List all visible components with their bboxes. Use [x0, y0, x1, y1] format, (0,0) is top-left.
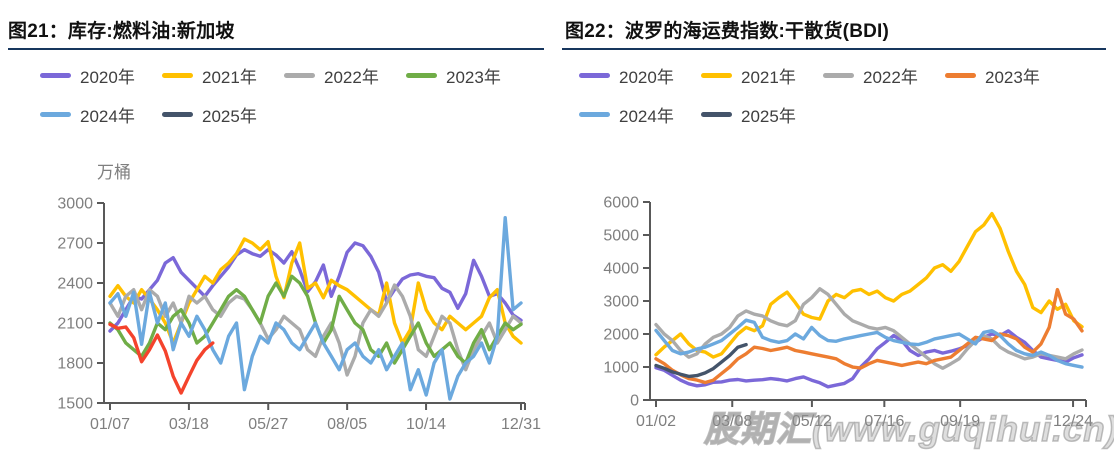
- legend-label: 2022年: [324, 68, 379, 87]
- legend-marker-icon: [406, 73, 437, 78]
- y-tick-label: 1800: [57, 356, 93, 373]
- legend-marker-icon: [579, 112, 610, 117]
- legend-marker-icon: [162, 112, 193, 117]
- series-line-2024年: [654, 318, 1084, 369]
- y-tick-label: 2000: [603, 327, 639, 344]
- legend-marker-icon: [284, 73, 315, 78]
- legend-marker-icon: [701, 112, 732, 117]
- legend-marker-icon: [579, 73, 610, 78]
- legend-item-2025年: 2025年: [701, 101, 823, 128]
- legend-item-2021年: 2021年: [701, 62, 823, 89]
- series-line-2023年: [654, 287, 1084, 385]
- x-tick-label: 05/27: [248, 416, 288, 433]
- legend-marker-icon: [40, 112, 71, 117]
- x-tick-label: 10/14: [406, 416, 446, 433]
- legend-item-2021年: 2021年: [162, 62, 284, 89]
- legend-label: 2025年: [741, 107, 796, 126]
- x-tick-label: 01/02: [636, 413, 676, 430]
- y-tick-label: 1500: [57, 396, 93, 413]
- series-line-2025年: [108, 322, 215, 395]
- legend-label: 2020年: [619, 68, 674, 87]
- x-tick-label: 12/31: [501, 416, 541, 433]
- legend-label: 2021年: [741, 68, 796, 87]
- chart22-legend: 2020年 2021年 2022年 2023年 2024年 2025年: [579, 62, 1079, 140]
- legend-marker-icon: [701, 73, 732, 78]
- y-tick-label: 2400: [57, 276, 93, 293]
- legend-item-2022年: 2022年: [284, 62, 406, 89]
- chart-1-plot: 0 1000 2000 3000 4000 5000 6000 01/02 03/08 05/12…: [603, 195, 1093, 431]
- chart21-legend: 2020年 2021年 2022年 2023年 2024年 2025年: [40, 62, 540, 140]
- y-tick-label: 3000: [603, 294, 639, 311]
- legend-item-2020年: 2020年: [579, 62, 701, 89]
- legend-marker-icon: [162, 73, 193, 78]
- y-tick-label: 6000: [603, 195, 639, 212]
- chart22-title-underline: [562, 48, 1106, 50]
- x-tick-label: 08/05: [327, 416, 367, 433]
- legend-label: 2024年: [619, 107, 674, 126]
- legend-item-2023年: 2023年: [945, 62, 1067, 89]
- series-line-2025年: [654, 342, 748, 379]
- chart21-y-axis-unit-label: 万桶: [97, 163, 131, 182]
- series-line-2020年: [654, 329, 1084, 389]
- legend-marker-icon: [945, 73, 976, 78]
- legend-item-2020年: 2020年: [40, 62, 162, 89]
- legend-label: 2023年: [985, 68, 1040, 87]
- y-tick-label: 3000: [57, 196, 93, 213]
- y-tick-label: 5000: [603, 228, 639, 245]
- chart21-title: 图21：库存:燃料油:新加坡: [8, 21, 235, 42]
- legend-item-2022年: 2022年: [823, 62, 945, 89]
- series-line-2024年: [108, 215, 523, 401]
- x-tick-label: 07/16: [864, 413, 904, 430]
- legend-label: 2020年: [80, 68, 135, 87]
- y-tick-label: 0: [630, 393, 639, 410]
- legend-item-2025年: 2025年: [162, 101, 284, 128]
- legend-label: 2025年: [202, 107, 257, 126]
- series-line-2022年: [108, 283, 523, 377]
- x-tick-label: 12/24: [1053, 413, 1093, 430]
- series-line-2021年: [654, 211, 1084, 359]
- chart22-title: 图22：波罗的海运费指数:干散货(BDI): [565, 21, 890, 42]
- y-tick-label: 2700: [57, 236, 93, 253]
- chart21-title-underline: [8, 48, 544, 50]
- y-tick-label: 2100: [57, 316, 93, 333]
- legend-label: 2024年: [80, 107, 135, 126]
- x-tick-label: 03/08: [712, 413, 752, 430]
- legend-item-2024年: 2024年: [40, 101, 162, 128]
- legend-label: 2021年: [202, 68, 257, 87]
- legend-marker-icon: [40, 73, 71, 78]
- x-tick-label: 05/12: [792, 413, 832, 430]
- x-tick-label: 01/07: [90, 416, 130, 433]
- chart-0-plot: 1500 1800 2100 2400 2700 3000 01/07 03/18 05/27 0…: [57, 196, 541, 434]
- legend-label: 2022年: [863, 68, 918, 87]
- legend-item-2024年: 2024年: [579, 101, 701, 128]
- y-tick-label: 4000: [603, 261, 639, 278]
- series-line-2022年: [654, 287, 1084, 370]
- x-tick-label: 09/19: [940, 413, 980, 430]
- x-tick-label: 03/18: [169, 416, 209, 433]
- legend-item-2023年: 2023年: [406, 62, 528, 89]
- y-tick-label: 1000: [603, 360, 639, 377]
- legend-marker-icon: [823, 73, 854, 78]
- legend-label: 2023年: [446, 68, 501, 87]
